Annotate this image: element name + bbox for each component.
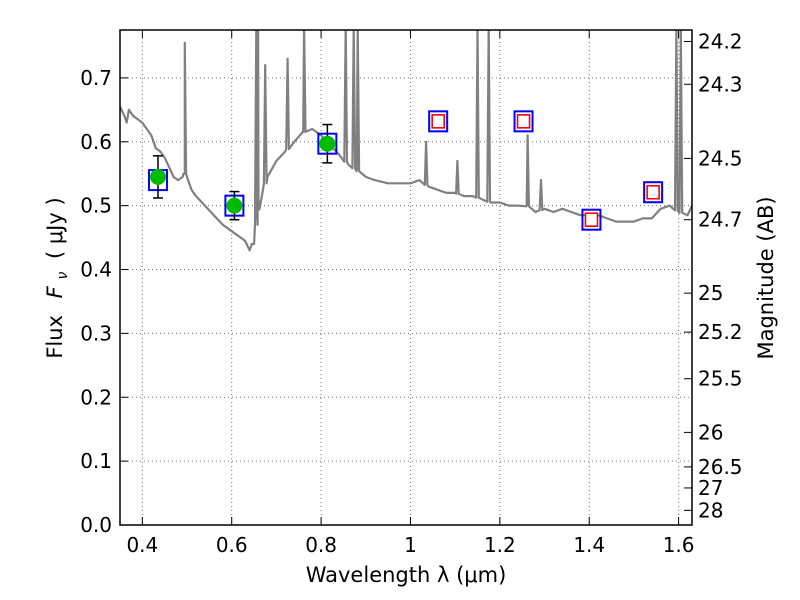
plot-frame: [119, 29, 693, 526]
x-tick-label: 0.6: [216, 533, 248, 557]
x-axis-ticks: 0.4 0.6 0.8 1 1.2 1.4 1.6: [126, 30, 695, 557]
upper-limit-marker: [646, 184, 660, 200]
y-tick-label: 0.3: [80, 321, 112, 345]
right-tick-label: 27: [698, 476, 723, 500]
data-points: [147, 110, 664, 231]
y-axis-label-var: F: [43, 285, 67, 298]
right-tick-label: 24.2: [698, 29, 743, 53]
model-square-marker: [581, 208, 602, 231]
grid-lines: [120, 30, 692, 526]
right-tick-label: 24.5: [698, 146, 743, 170]
upper-limit-marker: [431, 114, 445, 129]
right-tick-label: 25.5: [698, 367, 743, 391]
y-tick-label: 0.4: [80, 258, 112, 282]
y-tick-label: 0.6: [80, 130, 112, 154]
y-axis-label-unit: ( μJy ): [43, 197, 67, 259]
y-axis-ticks: 0.0 0.1 0.2 0.3 0.4 0.5 0.6 0.7: [80, 66, 128, 537]
y-tick-label: 0.2: [80, 385, 112, 409]
x-tick-label: 1: [404, 533, 417, 557]
model-square-marker: [513, 110, 534, 133]
right-tick-label: 24.7: [698, 208, 743, 232]
detection-marker: [319, 135, 336, 152]
x-axis-label: Wavelength λ (μm): [306, 563, 507, 587]
x-tick-label: 0.8: [305, 533, 337, 557]
right-axis-label: Magnitude (AB): [754, 196, 778, 359]
y-axis-label: Flux F ν ( μJy ): [43, 197, 72, 358]
right-tick-label: 25.2: [698, 320, 743, 344]
model-square-marker: [428, 110, 449, 133]
model-square-marker: [643, 181, 664, 204]
spectrum-line: [120, 30, 692, 252]
y-tick-label: 0.5: [80, 194, 112, 218]
x-tick-label: 1.6: [663, 533, 695, 557]
right-tick-label: 28: [698, 498, 723, 522]
y-tick-label: 0.0: [80, 513, 112, 537]
y-tick-label: 0.1: [80, 449, 112, 473]
right-tick-label: 26.5: [698, 455, 743, 479]
upper-limit-marker: [516, 114, 531, 129]
y-axis-label-prefix: Flux: [43, 315, 67, 359]
x-tick-label: 1.2: [484, 533, 516, 557]
spectrum-layer: [120, 30, 692, 252]
detection-marker: [149, 168, 166, 185]
detection-marker: [226, 197, 243, 214]
y-tick-label: 0.7: [80, 66, 112, 90]
right-tick-label: 24.3: [698, 72, 743, 96]
x-tick-label: 1.4: [573, 533, 605, 557]
upper-limit-marker: [584, 212, 599, 227]
x-tick-label: 0.4: [126, 533, 158, 557]
right-tick-label: 26: [698, 420, 723, 444]
y-axis-label-sub: ν: [55, 272, 71, 280]
right-tick-label: 25: [698, 281, 723, 305]
